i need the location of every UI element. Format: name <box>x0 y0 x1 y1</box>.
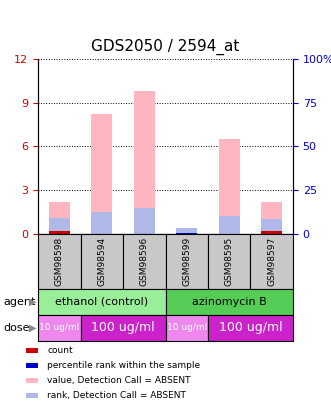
Bar <box>26 363 38 368</box>
Text: ethanol (control): ethanol (control) <box>55 297 148 307</box>
Text: GDS2050 / 2594_at: GDS2050 / 2594_at <box>91 39 240 55</box>
Bar <box>91 212 113 234</box>
Bar <box>166 234 208 289</box>
Text: ▶: ▶ <box>29 323 37 333</box>
Bar <box>176 233 197 234</box>
Bar <box>80 315 166 341</box>
Bar <box>80 234 123 289</box>
Text: GSM98594: GSM98594 <box>97 237 106 286</box>
Bar <box>261 231 282 234</box>
Text: agent: agent <box>3 297 36 307</box>
Bar <box>26 393 38 398</box>
Text: GSM98595: GSM98595 <box>225 237 234 286</box>
Bar <box>208 234 251 289</box>
Bar <box>123 234 166 289</box>
Text: 100 ug/ml: 100 ug/ml <box>219 322 282 335</box>
Bar <box>26 378 38 383</box>
Text: ▶: ▶ <box>29 297 37 307</box>
Text: GSM98596: GSM98596 <box>140 237 149 286</box>
Text: azinomycin B: azinomycin B <box>192 297 266 307</box>
Text: rank, Detection Call = ABSENT: rank, Detection Call = ABSENT <box>47 391 186 400</box>
Bar <box>218 139 240 234</box>
Bar <box>38 234 80 289</box>
Text: value, Detection Call = ABSENT: value, Detection Call = ABSENT <box>47 376 191 385</box>
Bar <box>49 218 70 234</box>
Bar <box>49 202 70 234</box>
Text: GSM98598: GSM98598 <box>55 237 64 286</box>
Text: percentile rank within the sample: percentile rank within the sample <box>47 361 201 370</box>
Bar <box>134 91 155 234</box>
Bar <box>261 202 282 234</box>
Bar <box>166 315 208 341</box>
Bar <box>38 289 166 315</box>
Bar <box>176 228 197 234</box>
Text: 10 ug/ml: 10 ug/ml <box>39 324 79 333</box>
Bar <box>134 208 155 234</box>
Bar <box>91 114 113 234</box>
Bar <box>208 315 293 341</box>
Bar <box>166 289 293 315</box>
Text: GSM98597: GSM98597 <box>267 237 276 286</box>
Text: 100 ug/ml: 100 ug/ml <box>91 322 155 335</box>
Bar <box>49 231 70 234</box>
Text: dose: dose <box>3 323 30 333</box>
Bar <box>26 348 38 353</box>
Bar <box>176 233 197 234</box>
Text: 10 ug/ml: 10 ug/ml <box>166 324 207 333</box>
Bar <box>38 315 80 341</box>
Text: GSM98599: GSM98599 <box>182 237 191 286</box>
Bar <box>251 234 293 289</box>
Bar <box>261 220 282 234</box>
Bar <box>218 216 240 234</box>
Text: count: count <box>47 346 73 355</box>
